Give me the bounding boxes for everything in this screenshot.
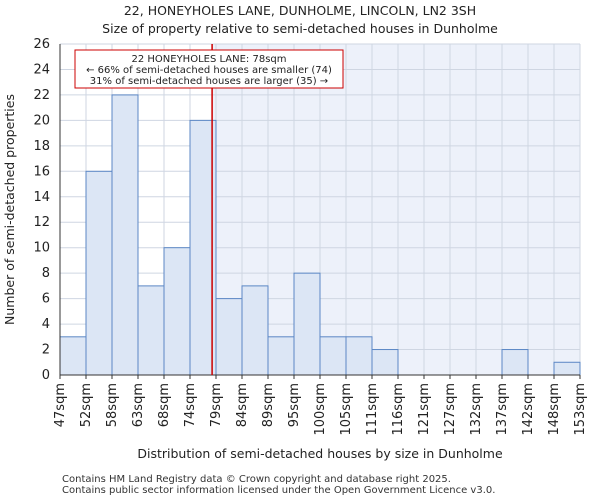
chart-title: Size of property relative to semi-detach… (102, 21, 498, 36)
x-tick-label: 47sqm (53, 383, 68, 427)
y-tick-label: 26 (33, 37, 50, 52)
histogram-bar (553, 361, 581, 376)
histogram-bar (111, 94, 139, 376)
histogram-bar (85, 170, 113, 376)
x-tick-label: 79sqm (209, 383, 224, 427)
x-tick-label: 116sqm (391, 383, 406, 436)
y-tick-label: 2 (42, 343, 50, 358)
y-tick-label: 8 (42, 266, 50, 281)
x-tick-label: 100sqm (313, 383, 328, 436)
histogram-bar (319, 336, 347, 376)
y-axis-title: Number of semi-detached properties (2, 94, 17, 325)
y-tick-label: 10 (33, 241, 50, 256)
x-axis-title: Distribution of semi-detached houses by … (137, 446, 503, 461)
x-tick-label: 84sqm (235, 383, 250, 427)
histogram-bar (241, 285, 269, 376)
annotation-line-2: ← 66% of semi-detached houses are smalle… (86, 65, 332, 76)
annotation-line-3: 31% of semi-detached houses are larger (… (90, 76, 328, 87)
x-tick-label: 105sqm (339, 383, 354, 436)
histogram-bar (501, 349, 529, 376)
histogram-bar (371, 349, 399, 376)
x-tick-label: 127sqm (443, 383, 458, 436)
x-tick-label: 63sqm (131, 383, 146, 427)
footer-licence: Contains public sector information licen… (62, 485, 496, 496)
histogram-bar (59, 336, 87, 376)
y-tick-label: 6 (42, 292, 50, 307)
histogram-bar (163, 247, 191, 376)
x-tick-label: 142sqm (521, 383, 536, 436)
y-tick-label: 20 (33, 113, 50, 128)
histogram-bar (345, 336, 373, 376)
x-tick-label: 132sqm (469, 383, 484, 436)
y-tick-label: 12 (33, 215, 50, 230)
annotation-line-1: 22 HONEYHOLES LANE: 78sqm (131, 54, 286, 65)
x-tick-label: 148sqm (547, 383, 562, 436)
y-tick-label: 0 (42, 368, 50, 383)
histogram-bar (293, 272, 321, 376)
x-tick-label: 74sqm (183, 383, 198, 427)
histogram-bar (267, 336, 295, 376)
histogram-bar (215, 298, 243, 376)
x-tick-label: 95sqm (287, 383, 302, 427)
x-tick-label: 89sqm (261, 383, 276, 427)
annotation-box (74, 49, 344, 89)
x-tick-label: 111sqm (365, 383, 380, 436)
y-tick-label: 16 (33, 164, 50, 179)
y-tick-label: 4 (42, 317, 50, 332)
y-tick-label: 18 (33, 139, 50, 154)
highlight-region (212, 44, 580, 375)
y-tick-label: 22 (33, 88, 50, 103)
footer-copyright: Contains HM Land Registry data © Crown c… (62, 474, 451, 485)
chart-title-address: 22, HONEYHOLES LANE, DUNHOLME, LINCOLN, … (123, 3, 477, 18)
x-tick-label: 137sqm (495, 383, 510, 436)
y-tick-label: 24 (33, 62, 50, 77)
y-tick-label: 14 (33, 190, 50, 205)
x-tick-label: 68sqm (157, 383, 172, 427)
x-tick-label: 58sqm (105, 383, 120, 427)
x-tick-label: 153sqm (573, 383, 588, 436)
x-tick-label: 121sqm (417, 383, 432, 436)
x-tick-label: 52sqm (79, 383, 94, 427)
histogram-bar (137, 285, 165, 376)
